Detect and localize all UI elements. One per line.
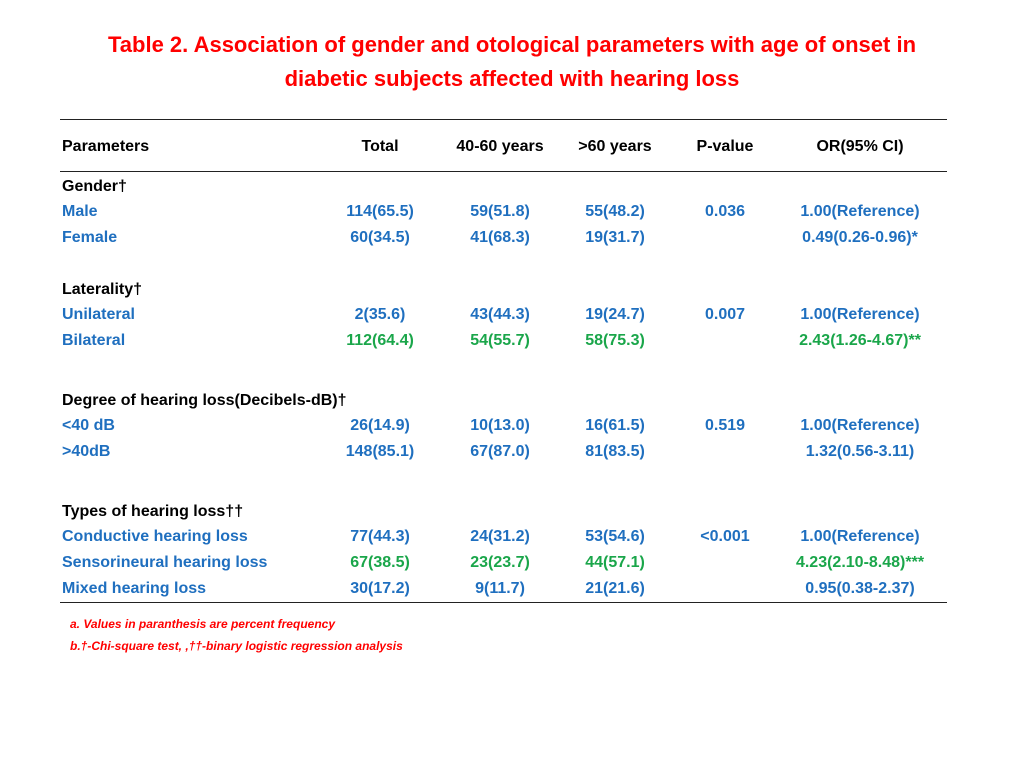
row-40-60: 10(13.0) [470, 417, 530, 434]
row-name: Conductive hearing loss [62, 528, 248, 545]
row-40-60: 24(31.2) [470, 528, 530, 545]
title-line-1: Table 2. Association of gender and otolo… [107, 32, 917, 57]
row-or: 1.00(Reference) [800, 306, 920, 323]
row-total: 77(44.3) [350, 528, 410, 545]
footnote-a: a. Values in paranthesis are percent fre… [70, 617, 335, 631]
row-total: 148(85.1) [345, 443, 415, 460]
row-or: 1.32(0.56-3.11) [805, 443, 915, 460]
table-row: Mixed hearing loss 30(17.2) 9(11.7) 21(2… [0, 577, 1024, 601]
row-name: Bilateral [62, 332, 126, 349]
bottom-rule [60, 602, 947, 603]
row-40-60: 23(23.7) [470, 554, 530, 571]
row-or: 2.43(1.26-4.67)** [799, 332, 921, 349]
row-name: Unilateral [62, 306, 135, 323]
row-or: 1.00(Reference) [800, 417, 920, 434]
row-60-plus: 44(57.1) [585, 554, 645, 571]
header-60-plus: >60 years [578, 138, 652, 155]
table-header-row: Parameters Total 40-60 years >60 years P… [0, 135, 1024, 159]
row-60-plus: 81(83.5) [585, 443, 645, 460]
table-row: Female 60(34.5) 41(68.3) 19(31.7) 0.49(0… [0, 226, 1024, 250]
header-parameters: Parameters [62, 138, 150, 155]
table-row: Conductive hearing loss 77(44.3) 24(31.2… [0, 525, 1024, 549]
row-total: 26(14.9) [350, 417, 410, 434]
row-60-plus: 55(48.2) [585, 203, 645, 220]
row-40-60: 9(11.7) [475, 580, 525, 597]
row-60-plus: 19(24.7) [585, 306, 645, 323]
row-40-60: 59(51.8) [470, 203, 530, 220]
row-total: 2(35.6) [354, 306, 406, 323]
row-or: 0.49(0.26-0.96)* [802, 229, 918, 246]
header-40-60: 40-60 years [456, 138, 544, 155]
table-row: Bilateral 112(64.4) 54(55.7) 58(75.3) 2.… [0, 329, 1024, 353]
row-total: 30(17.2) [350, 580, 410, 597]
table-row: <40 dB 26(14.9) 10(13.0) 16(61.5) 0.519 … [0, 414, 1024, 438]
section-label: Types of hearing loss†† [62, 503, 244, 520]
row-or: 1.00(Reference) [800, 528, 920, 545]
row-40-60: 43(44.3) [470, 306, 530, 323]
table-title: Table 2. Association of gender and otolo… [40, 28, 984, 96]
row-60-plus: 53(54.6) [585, 528, 645, 545]
row-40-60: 67(87.0) [470, 443, 530, 460]
row-or: 1.00(Reference) [800, 203, 920, 220]
row-p-value: 0.519 [704, 417, 746, 434]
title-line-2: diabetic subjects affected with hearing … [284, 66, 740, 91]
row-name: Male [62, 203, 98, 220]
row-60-plus: 58(75.3) [585, 332, 645, 349]
row-60-plus: 21(21.6) [585, 580, 645, 597]
row-name: Sensorineural hearing loss [62, 554, 268, 571]
section-laterality-label-row: Laterality† [0, 278, 1024, 302]
row-60-plus: 16(61.5) [585, 417, 645, 434]
row-60-plus: 19(31.7) [585, 229, 645, 246]
row-total: 60(34.5) [350, 229, 410, 246]
header-p-value: P-value [696, 138, 754, 155]
header-rule [60, 171, 947, 172]
table-row: Male 114(65.5) 59(51.8) 55(48.2) 0.036 1… [0, 200, 1024, 224]
row-p-value: 0.036 [704, 203, 746, 220]
row-name: >40dB [62, 443, 111, 460]
row-40-60: 41(68.3) [470, 229, 530, 246]
row-or: 4.23(2.10-8.48)*** [795, 554, 925, 571]
row-name: <40 dB [62, 417, 115, 434]
footnote-b: b.†-Chi-square test, ,††-binary logistic… [70, 639, 403, 653]
table-row: >40dB 148(85.1) 67(87.0) 81(83.5) 1.32(0… [0, 440, 1024, 464]
section-label: Laterality† [62, 281, 143, 298]
header-total: Total [361, 138, 399, 155]
table-row: Unilateral 2(35.6) 43(44.3) 19(24.7) 0.0… [0, 303, 1024, 327]
section-gender-label-row: Gender† [0, 175, 1024, 199]
row-total: 112(64.4) [346, 332, 414, 349]
section-label: Degree of hearing loss(Decibels-dB)† [62, 392, 347, 409]
table-row: Sensorineural hearing loss 67(38.5) 23(2… [0, 551, 1024, 575]
row-total: 114(65.5) [346, 203, 414, 220]
row-name: Female [62, 229, 118, 246]
row-p-value: <0.001 [700, 528, 750, 545]
section-label: Gender† [62, 178, 127, 195]
row-p-value: 0.007 [704, 306, 746, 323]
row-40-60: 54(55.7) [470, 332, 530, 349]
row-name: Mixed hearing loss [62, 580, 207, 597]
row-total: 67(38.5) [350, 554, 410, 571]
header-or: OR(95% CI) [816, 138, 904, 155]
row-or: 0.95(0.38-2.37) [805, 580, 915, 597]
section-degree-label-row: Degree of hearing loss(Decibels-dB)† [0, 389, 1024, 413]
top-rule [60, 119, 947, 120]
section-types-label-row: Types of hearing loss†† [0, 500, 1024, 524]
